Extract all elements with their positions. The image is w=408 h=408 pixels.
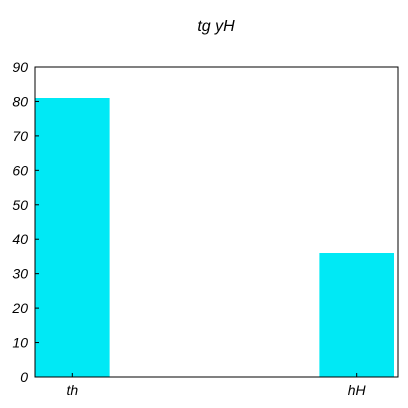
y-tick-label: 40 [12, 231, 28, 247]
y-tick-label: 10 [12, 335, 28, 351]
y-tick-label: 60 [12, 162, 28, 178]
x-axis-ticks: th hH [66, 373, 367, 398]
y-tick-label: 0 [20, 369, 28, 385]
bars-group [35, 98, 394, 377]
plot-area-frame [34, 66, 399, 378]
y-tick-label: 90 [12, 59, 28, 75]
y-tick-label: 20 [11, 300, 28, 316]
x-tick-label: th [66, 382, 78, 398]
y-tick-label: 70 [12, 128, 28, 144]
y-tick-label: 80 [12, 93, 28, 109]
y-tick-label: 50 [12, 197, 28, 213]
y-tick-label: 30 [12, 266, 28, 282]
chart-title: tg yH [197, 18, 235, 35]
bar-th [35, 98, 110, 377]
bar-hH [319, 253, 394, 377]
x-tick-label: hH [348, 382, 367, 398]
